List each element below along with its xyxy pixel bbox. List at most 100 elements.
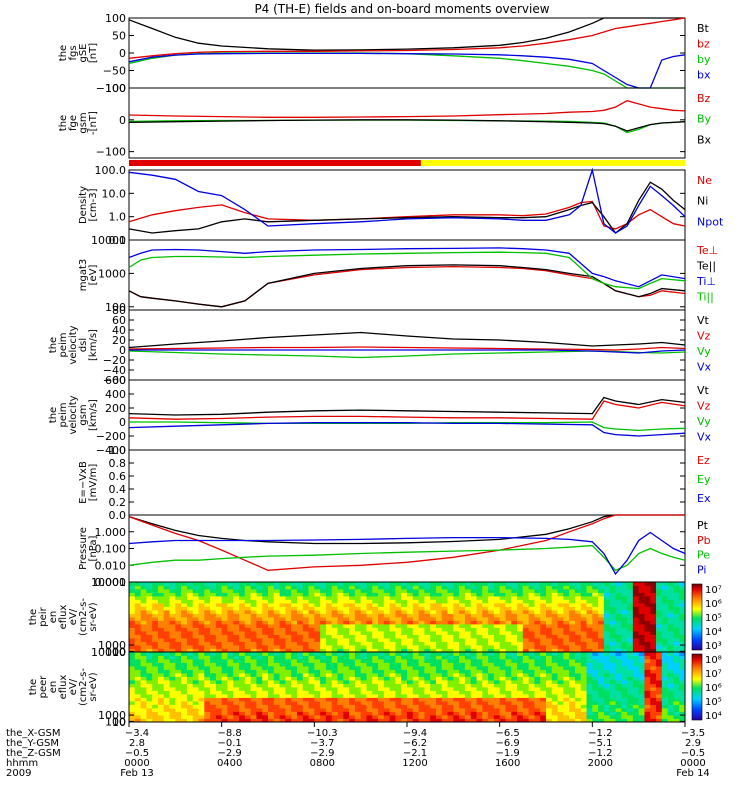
spectrogram-cell — [221, 697, 228, 702]
spectrogram-cell — [163, 662, 170, 667]
spectrogram-cell — [464, 638, 472, 642]
spectrogram-cell — [134, 704, 141, 709]
spectrogram-cell — [592, 582, 599, 586]
spectrogram-cell — [181, 596, 188, 600]
spectrogram-cell — [250, 648, 257, 653]
y-axis-label: Pressure — [78, 527, 89, 570]
spectrogram-cell — [169, 606, 176, 611]
spectrogram-cell — [140, 648, 147, 653]
spectrogram-cell — [661, 666, 669, 670]
spectrogram-cell — [146, 715, 153, 719]
spectrogram-cell — [638, 687, 645, 691]
spectrogram-cell — [615, 673, 622, 677]
spectrogram-cell — [661, 680, 669, 684]
spectrogram-cell — [609, 603, 616, 607]
spectrogram-cell — [430, 638, 437, 642]
spectrogram-cell — [268, 666, 275, 670]
spectrogram-cell — [331, 704, 338, 709]
spectrogram-cell — [459, 610, 466, 614]
spectrogram-cell — [563, 606, 570, 611]
spectrogram-cell — [586, 711, 593, 716]
spectrogram-cell — [279, 704, 286, 709]
spectrogram-cell — [580, 715, 587, 719]
spectrogram-cell — [540, 655, 547, 660]
legend-entry: Ni — [697, 195, 708, 208]
spectrogram-cell — [488, 704, 495, 709]
spectrogram-cell — [250, 641, 257, 646]
spectrogram-cell — [522, 666, 530, 670]
spectrogram-cell — [129, 585, 136, 590]
spectrogram-cell — [632, 606, 640, 611]
spectrogram-cell — [505, 603, 512, 607]
spectrogram-cell — [181, 648, 188, 653]
spectrogram-cell — [505, 624, 512, 628]
spectrogram-cell — [615, 645, 622, 649]
spectrogram-cell — [383, 638, 391, 642]
spectrogram-cell — [644, 634, 651, 639]
spectrogram-cell — [366, 627, 373, 632]
spectrogram-cell — [551, 718, 558, 723]
spectrogram-cell — [667, 592, 674, 597]
spectrogram-cell — [563, 690, 570, 695]
spectrogram-cell — [354, 631, 362, 635]
spectrogram-cell — [192, 666, 199, 670]
spectrogram-cell — [343, 711, 350, 716]
spectrogram-cell — [511, 645, 518, 649]
y-tick-label: 100 — [105, 82, 126, 95]
spectrogram-cell — [291, 606, 298, 611]
spectrogram-cell — [407, 613, 414, 618]
spectrogram-cell — [534, 711, 541, 716]
spectrogram-cell — [551, 666, 558, 670]
spectrogram-cell — [169, 652, 176, 656]
spectrogram-cell — [511, 704, 518, 709]
spectrogram-cell — [146, 634, 153, 639]
spectrogram-cell — [540, 592, 547, 597]
spectrogram-cell — [505, 701, 512, 705]
spectrogram-cell — [661, 610, 669, 614]
spectrogram-cell — [540, 662, 547, 667]
spectrogram-cell — [273, 627, 280, 632]
spectrogram-cell — [378, 631, 385, 635]
spectrogram-cell — [528, 645, 535, 649]
spectrogram-cell — [302, 645, 309, 649]
spectrogram-cell — [673, 673, 680, 677]
spectrogram-cell — [227, 592, 234, 597]
spectrogram-cell — [233, 624, 240, 628]
spectrogram-cell — [435, 711, 443, 716]
spectrogram-cell — [459, 669, 466, 674]
spectrogram-cell — [453, 673, 460, 677]
spectrogram-cell — [407, 655, 414, 660]
y-tick-label: 100 — [105, 715, 126, 728]
spectrogram-cell — [146, 669, 153, 674]
spectrogram-cell — [331, 634, 338, 639]
spectrogram-cell — [395, 624, 402, 628]
spectrogram-cell — [389, 718, 396, 723]
spectrogram-cell — [279, 683, 286, 688]
spectrogram-cell — [470, 652, 477, 656]
spectrogram-cell — [638, 715, 645, 719]
spectrogram-cell — [522, 645, 530, 649]
spectrogram-cell — [221, 662, 228, 667]
spectrogram-cell — [163, 624, 170, 628]
x-tick-label: −9.4 — [403, 728, 427, 739]
spectrogram-cell — [308, 690, 315, 695]
spectrogram-cell — [389, 655, 396, 660]
spectrogram-cell — [233, 697, 240, 702]
y-axis-label: the — [58, 45, 69, 61]
spectrogram-cell — [656, 708, 663, 712]
spectrogram-cell — [632, 655, 640, 660]
spectrogram-cell — [279, 606, 286, 611]
spectrogram-cell — [661, 620, 669, 625]
spectrogram-cell — [349, 648, 356, 653]
spectrogram-cell — [169, 603, 176, 607]
spectrogram-cell — [546, 683, 553, 688]
spectrogram-cell — [320, 711, 327, 716]
spectrogram-cell — [627, 631, 634, 635]
spectrogram-cell — [262, 690, 269, 695]
spectrogram-cell — [407, 701, 414, 705]
spectrogram-cell — [418, 589, 425, 593]
spectrogram-cell — [163, 599, 170, 604]
spectrogram-cell — [349, 701, 356, 705]
spectrogram-cell — [210, 715, 217, 719]
spectrogram-cell — [650, 718, 657, 723]
